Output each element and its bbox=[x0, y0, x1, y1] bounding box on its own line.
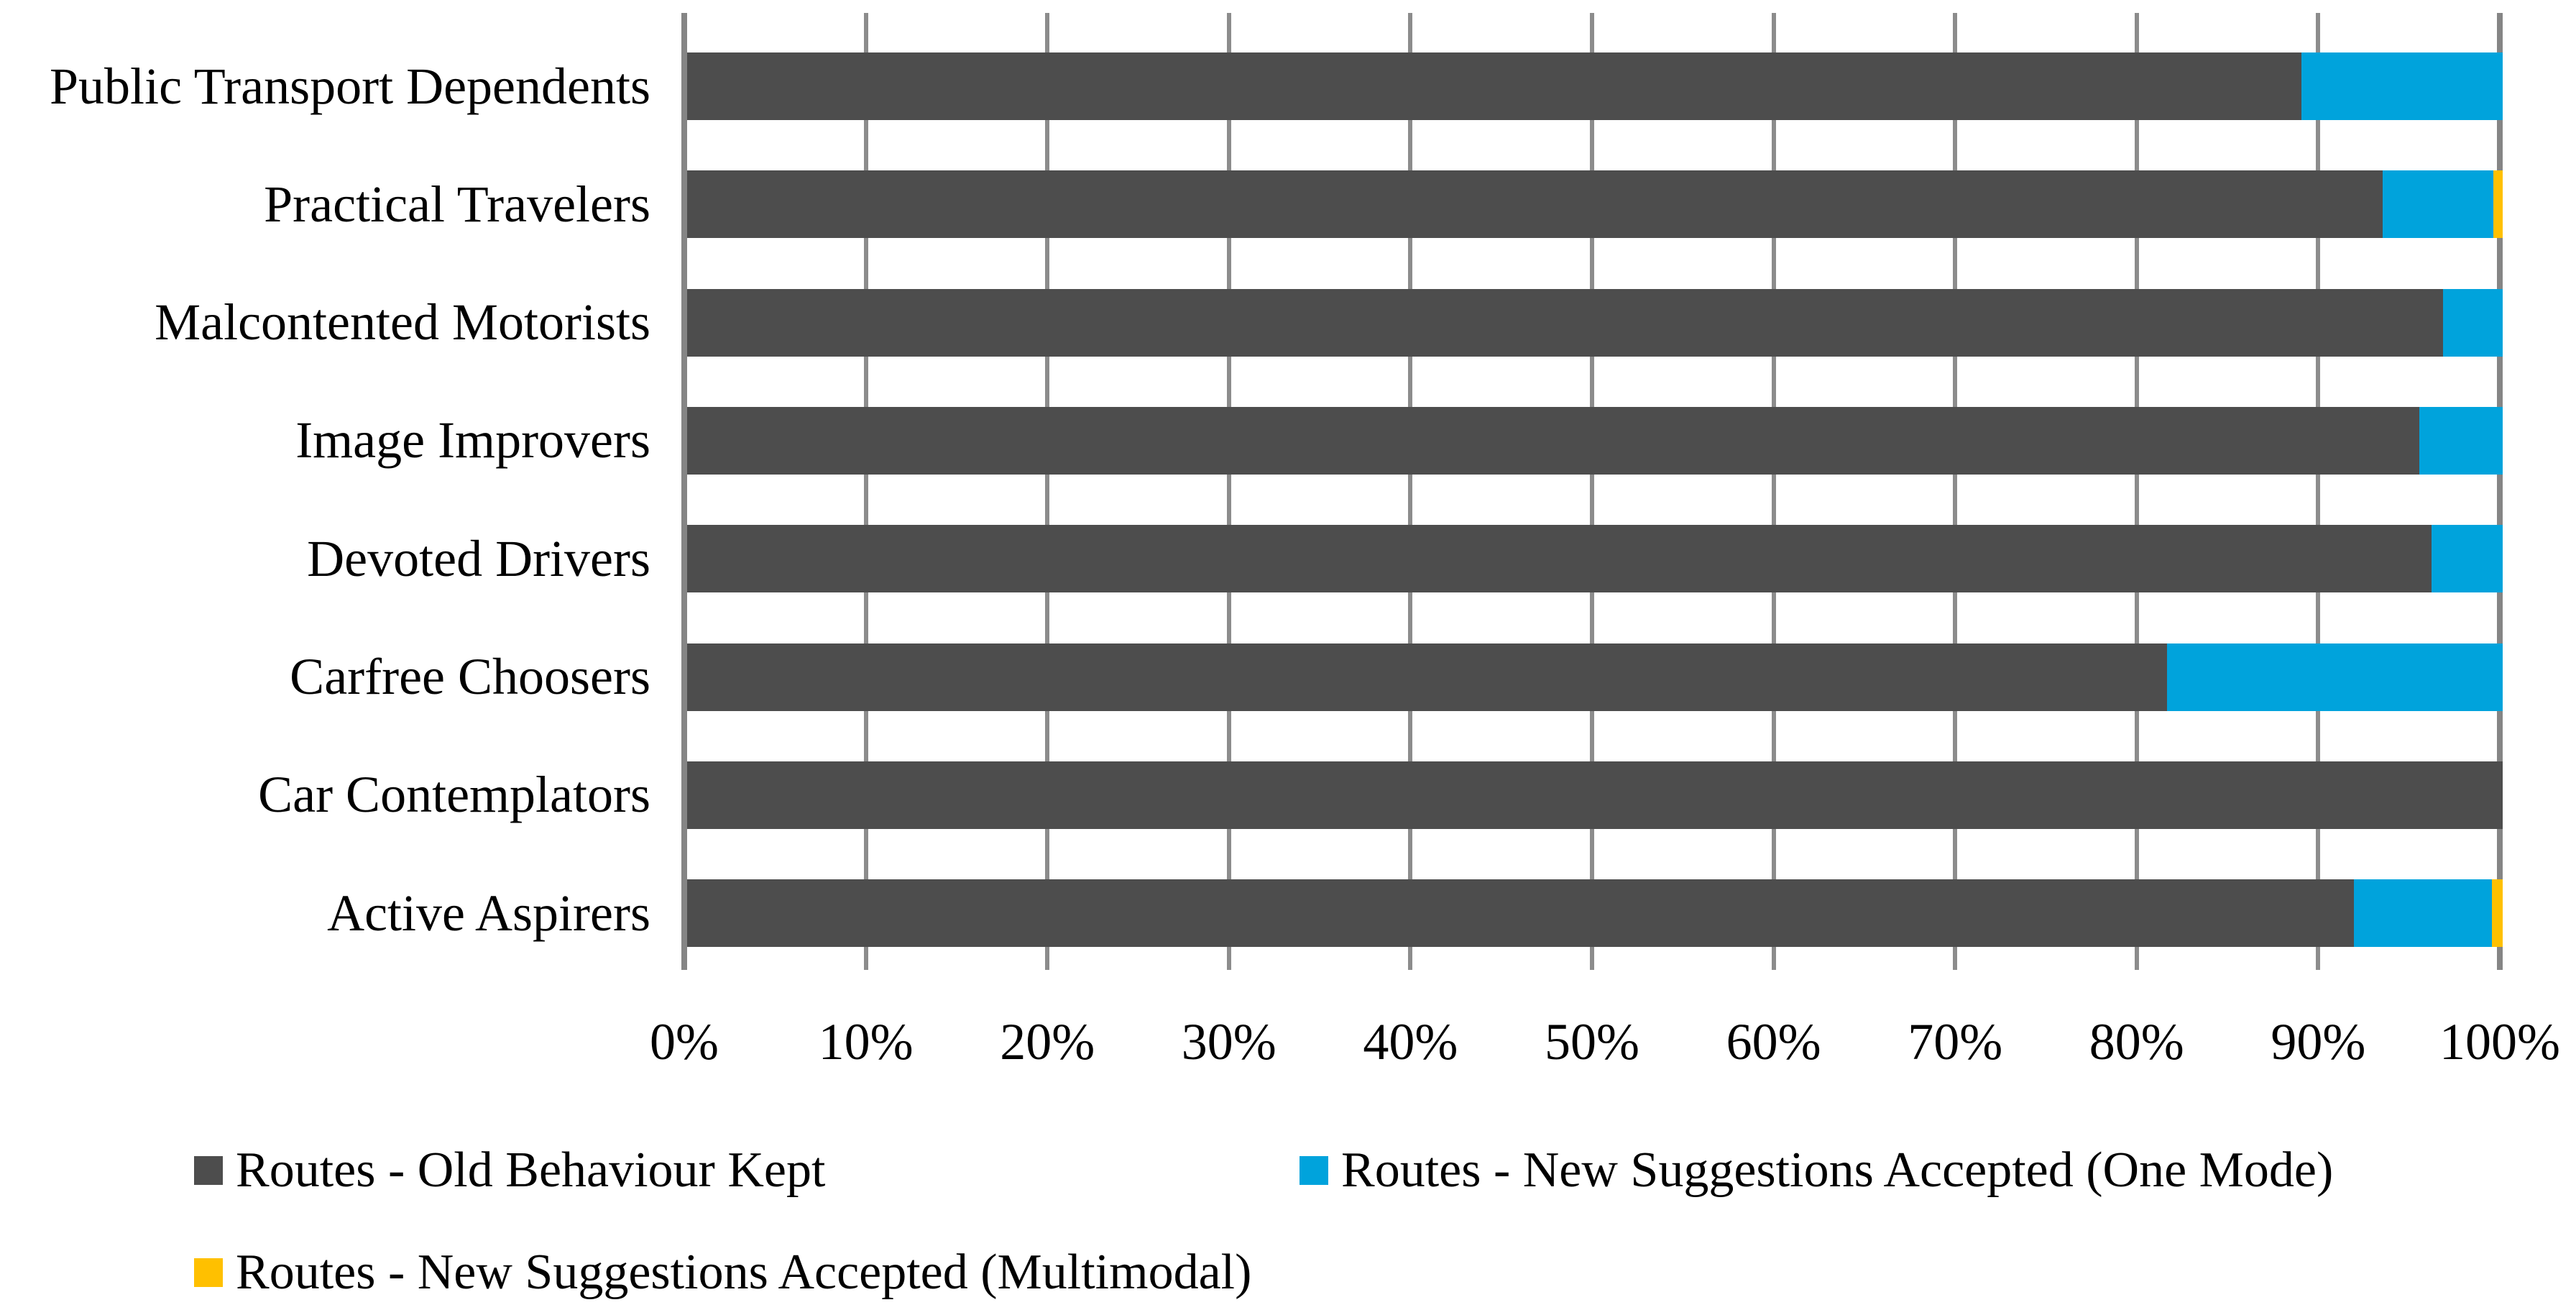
x-tick-label-10%: 10% bbox=[818, 1013, 914, 1071]
bar-row-malcontented-motorists bbox=[687, 288, 2503, 357]
gridline-60% bbox=[1771, 13, 1776, 970]
category-label-devoted-drivers: Devoted Drivers bbox=[307, 529, 650, 587]
gridline-0% bbox=[681, 13, 687, 970]
category-label-practical-travelers: Practical Travelers bbox=[264, 175, 650, 233]
bar-segment-routes-old-behaviour-kept-public-transport-dependents bbox=[687, 52, 2301, 120]
gridline-20% bbox=[1045, 13, 1050, 970]
bar-row-active-aspirers bbox=[687, 879, 2503, 948]
bar-segment-routes-new-suggestions-accepted-multimodal-practical-travelers bbox=[2493, 170, 2503, 239]
gridline-30% bbox=[1226, 13, 1231, 970]
category-label-carfree-choosers: Carfree Choosers bbox=[290, 648, 650, 705]
bar-segment-routes-new-suggestions-accepted-one-mode-public-transport-dependents bbox=[2301, 52, 2503, 120]
bar-row-practical-travelers bbox=[687, 170, 2503, 239]
bar-segment-routes-new-suggestions-accepted-one-mode-malcontented-motorists bbox=[2442, 288, 2503, 357]
x-tick-label-60%: 60% bbox=[1726, 1013, 1821, 1071]
category-label-malcontented-motorists: Malcontented Motorists bbox=[155, 293, 650, 352]
x-tick-label-20%: 20% bbox=[1000, 1013, 1095, 1071]
legend-item-routes-new-suggestions-accepted-multimodal: Routes - New Suggestions Accepted (Multi… bbox=[194, 1244, 1251, 1301]
category-label-public-transport-dependents: Public Transport Dependents bbox=[50, 57, 650, 115]
legend-label: Routes - Old Behaviour Kept bbox=[236, 1142, 826, 1198]
category-label-car-contemplators: Car Contemplators bbox=[258, 766, 650, 824]
x-tick-label-100%: 100% bbox=[2439, 1013, 2560, 1071]
bar-segment-routes-old-behaviour-kept-devoted-drivers bbox=[687, 525, 2432, 593]
legend-item-routes-old-behaviour-kept: Routes - Old Behaviour Kept bbox=[194, 1142, 825, 1199]
bar-segment-routes-new-suggestions-accepted-one-mode-practical-travelers bbox=[2383, 170, 2494, 239]
bar-segment-routes-new-suggestions-accepted-one-mode-carfree-choosers bbox=[2166, 643, 2503, 711]
bar-row-image-improvers bbox=[687, 406, 2503, 475]
legend-swatch-icon bbox=[1300, 1156, 1328, 1185]
legend-swatch-icon bbox=[194, 1258, 223, 1287]
x-tick-label-50%: 50% bbox=[1545, 1013, 1639, 1071]
x-tick-label-70%: 70% bbox=[1908, 1013, 2003, 1071]
x-tick-label-80%: 80% bbox=[2089, 1013, 2184, 1071]
gridline-90% bbox=[2316, 13, 2321, 970]
gridline-10% bbox=[863, 13, 868, 970]
legend-swatch-icon bbox=[194, 1156, 223, 1185]
bar-row-car-contemplators bbox=[687, 761, 2503, 829]
bar-segment-routes-old-behaviour-kept-malcontented-motorists bbox=[687, 288, 2443, 357]
gridline-70% bbox=[1953, 13, 1958, 970]
gridline-80% bbox=[2134, 13, 2139, 970]
bar-segment-routes-old-behaviour-kept-practical-travelers bbox=[687, 170, 2383, 239]
legend-label: Routes - New Suggestions Accepted (One M… bbox=[1341, 1142, 2334, 1198]
category-label-active-aspirers: Active Aspirers bbox=[327, 884, 650, 942]
legend-label: Routes - New Suggestions Accepted (Multi… bbox=[236, 1245, 1252, 1300]
bar-row-devoted-drivers bbox=[687, 525, 2503, 593]
x-tick-label-0%: 0% bbox=[650, 1013, 719, 1071]
bar-segment-routes-new-suggestions-accepted-one-mode-active-aspirers bbox=[2353, 879, 2492, 948]
bar-segment-routes-old-behaviour-kept-image-improvers bbox=[687, 406, 2419, 475]
bar-segment-routes-old-behaviour-kept-active-aspirers bbox=[687, 879, 2354, 948]
bar-segment-routes-new-suggestions-accepted-multimodal-active-aspirers bbox=[2491, 879, 2503, 948]
bar-segment-routes-old-behaviour-kept-car-contemplators bbox=[687, 761, 2503, 829]
bar-segment-routes-new-suggestions-accepted-one-mode-image-improvers bbox=[2419, 406, 2503, 475]
x-tick-label-90%: 90% bbox=[2271, 1013, 2366, 1071]
gridline-100% bbox=[2497, 13, 2503, 970]
gridline-50% bbox=[1590, 13, 1594, 970]
category-label-image-improvers: Image Improvers bbox=[295, 411, 650, 470]
bar-segment-routes-old-behaviour-kept-carfree-choosers bbox=[687, 643, 2167, 711]
bar-row-carfree-choosers bbox=[687, 643, 2503, 711]
x-tick-label-40%: 40% bbox=[1363, 1013, 1458, 1071]
bar-segment-routes-new-suggestions-accepted-one-mode-devoted-drivers bbox=[2432, 525, 2503, 593]
legend-item-routes-new-suggestions-accepted-one-mode: Routes - New Suggestions Accepted (One M… bbox=[1300, 1142, 2333, 1199]
bar-row-public-transport-dependents bbox=[687, 52, 2503, 120]
x-tick-label-30%: 30% bbox=[1181, 1013, 1276, 1071]
gridline-40% bbox=[1408, 13, 1413, 970]
